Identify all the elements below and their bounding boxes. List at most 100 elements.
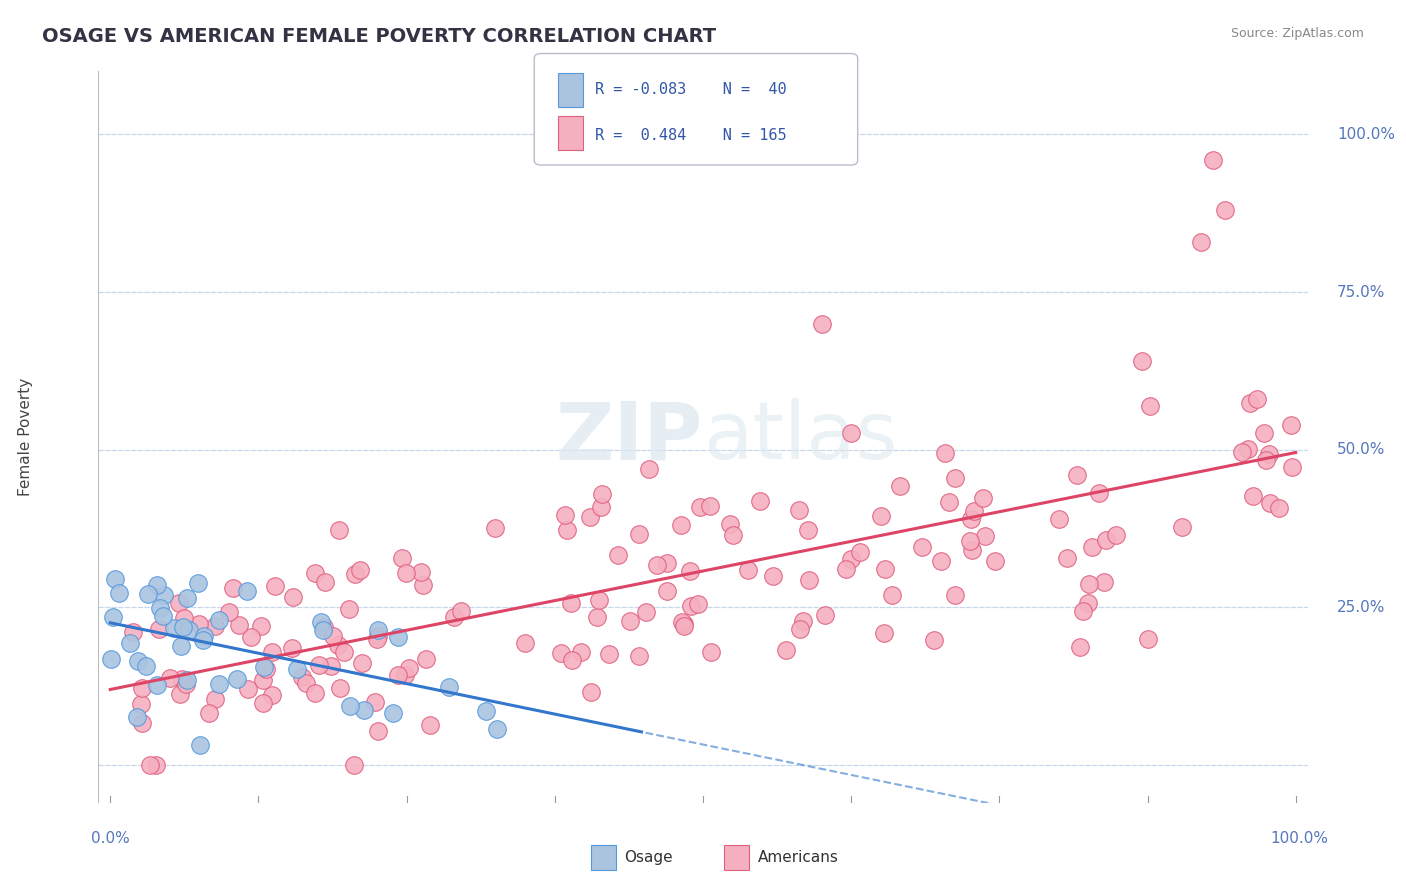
Point — [339, 602, 361, 616]
Point — [312, 623, 335, 637]
Point — [1241, 489, 1264, 503]
Point — [187, 616, 209, 631]
Point — [972, 491, 994, 506]
Point — [718, 517, 741, 532]
Point — [1092, 575, 1115, 590]
Point — [308, 657, 330, 672]
Point — [1281, 459, 1303, 474]
Point — [787, 503, 810, 517]
Point — [188, 738, 211, 752]
Text: R = -0.083    N =  40: R = -0.083 N = 40 — [595, 82, 786, 96]
Point — [671, 615, 693, 629]
Point — [252, 697, 274, 711]
Point — [775, 642, 797, 657]
Point — [169, 596, 191, 610]
Point — [353, 703, 375, 717]
Point — [1077, 596, 1099, 610]
Point — [938, 494, 960, 508]
Point — [550, 646, 572, 660]
Point — [314, 574, 336, 589]
Point — [281, 641, 304, 656]
Point — [669, 517, 692, 532]
Point — [173, 611, 195, 625]
Point — [486, 722, 509, 736]
Point — [291, 670, 314, 684]
Point — [350, 657, 373, 671]
Point — [238, 681, 260, 696]
Point — [131, 715, 153, 730]
Point — [174, 677, 197, 691]
Point — [1256, 453, 1278, 467]
Point — [792, 614, 814, 628]
Point — [699, 500, 721, 514]
Point — [839, 551, 862, 566]
Point — [176, 673, 198, 688]
Point — [177, 623, 200, 637]
Point — [228, 618, 250, 632]
Point — [929, 554, 952, 568]
Point — [208, 677, 231, 691]
Point — [204, 691, 226, 706]
Point — [1071, 604, 1094, 618]
Point — [367, 629, 389, 643]
Point — [222, 581, 245, 595]
Point — [149, 601, 172, 615]
Point — [100, 652, 122, 666]
Point — [197, 706, 219, 721]
Point — [561, 652, 583, 666]
Point — [762, 569, 785, 583]
Point — [419, 718, 441, 732]
Point — [598, 647, 620, 661]
Point — [1047, 512, 1070, 526]
Text: 50.0%: 50.0% — [1337, 442, 1385, 458]
Point — [924, 632, 946, 647]
Point — [328, 524, 350, 538]
Text: 100.0%: 100.0% — [1337, 127, 1395, 142]
Point — [103, 609, 125, 624]
Text: ZIP: ZIP — [555, 398, 703, 476]
Point — [1130, 354, 1153, 368]
Point — [412, 578, 434, 592]
Point — [637, 461, 659, 475]
Point — [1268, 500, 1291, 515]
Point — [839, 425, 862, 440]
Text: OSAGE VS AMERICAN FEMALE POVERTY CORRELATION CHART: OSAGE VS AMERICAN FEMALE POVERTY CORRELA… — [42, 27, 716, 45]
Point — [789, 622, 811, 636]
Point — [367, 623, 389, 637]
Point — [128, 654, 150, 668]
Point — [579, 685, 602, 699]
Point — [959, 534, 981, 549]
Point — [366, 632, 388, 647]
Point — [963, 504, 986, 518]
Point — [810, 317, 832, 331]
Text: atlas: atlas — [703, 398, 897, 476]
Point — [657, 583, 679, 598]
Point — [135, 659, 157, 673]
Point — [1258, 496, 1281, 510]
Point — [555, 524, 578, 538]
Point — [131, 681, 153, 695]
Point — [849, 545, 872, 559]
Point — [588, 592, 610, 607]
Point — [1279, 418, 1302, 433]
Point — [304, 686, 326, 700]
Text: Source: ZipAtlas.com: Source: ZipAtlas.com — [1230, 27, 1364, 40]
Point — [1095, 533, 1118, 547]
Point — [395, 566, 418, 581]
Point — [673, 617, 696, 632]
Point — [1239, 396, 1261, 410]
Point — [129, 698, 152, 712]
Point — [686, 597, 709, 611]
Point — [515, 636, 537, 650]
Point — [263, 579, 285, 593]
Point — [172, 620, 194, 634]
Point — [281, 590, 304, 604]
Point — [153, 588, 176, 602]
Point — [225, 672, 247, 686]
Point — [607, 549, 630, 563]
Point — [437, 680, 460, 694]
Text: 75.0%: 75.0% — [1337, 285, 1385, 300]
Point — [870, 508, 893, 523]
Point — [872, 625, 894, 640]
Text: 25.0%: 25.0% — [1337, 599, 1385, 615]
